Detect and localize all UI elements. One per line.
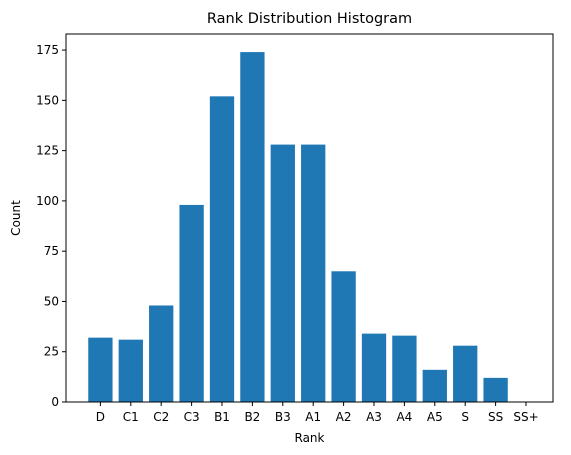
x-tick-label: C1 [123,410,139,424]
x-tick-label: B2 [244,410,260,424]
x-tick-label: C2 [153,410,169,424]
bar-a5 [422,369,447,402]
y-tick-label: 25 [44,345,59,359]
x-axis-ticks: D C1 C2 C3 B1 B2 B3 A1 A2 A3 A4 A5 S SS SS+ [96,402,539,424]
bar-c1 [118,339,143,402]
y-axis-ticks: 0 25 50 75 100 125 150 175 [36,43,66,409]
y-tick-label: 0 [51,395,59,409]
bar-b3 [270,144,295,403]
x-tick-label: SS+ [513,410,538,424]
y-tick-label: 75 [44,244,59,258]
bar-a2 [331,271,356,402]
x-tick-label: B1 [214,410,230,424]
bar-d [88,337,113,402]
y-axis-label: Count [9,200,23,236]
x-tick-label: A4 [396,410,412,424]
bar-b1 [209,96,235,402]
y-tick-label: 100 [36,194,59,208]
chart-title: Rank Distribution Histogram [207,11,412,27]
x-axis-label: Rank [295,431,325,445]
y-tick-label: 175 [36,43,59,57]
x-tick-label: A3 [366,410,382,424]
bar-a3 [361,333,387,402]
x-tick-label: A2 [336,410,352,424]
y-tick-label: 125 [36,144,59,158]
x-tick-label: D [96,410,105,424]
x-tick-label: C3 [184,410,200,424]
bars-group [88,52,508,403]
bar-a4 [392,335,417,402]
bar-a1 [301,144,326,403]
x-tick-label: A1 [305,410,321,424]
bar-s [453,345,478,402]
x-tick-label: B3 [275,410,291,424]
bar-c3 [179,204,204,402]
x-tick-label: S [461,410,469,424]
y-tick-label: 150 [36,93,59,107]
bar-ss [483,377,508,402]
x-tick-label: SS [488,410,503,424]
bar-c2 [149,305,174,402]
plot-frame [65,33,554,403]
bar-b2 [240,52,265,403]
x-tick-label: A5 [427,410,443,424]
y-tick-label: 50 [44,294,59,308]
